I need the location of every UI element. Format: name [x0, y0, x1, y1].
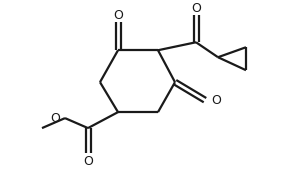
- Text: O: O: [83, 155, 93, 167]
- Text: O: O: [50, 112, 60, 125]
- Text: O: O: [211, 94, 221, 107]
- Text: O: O: [113, 9, 123, 22]
- Text: O: O: [191, 2, 201, 15]
